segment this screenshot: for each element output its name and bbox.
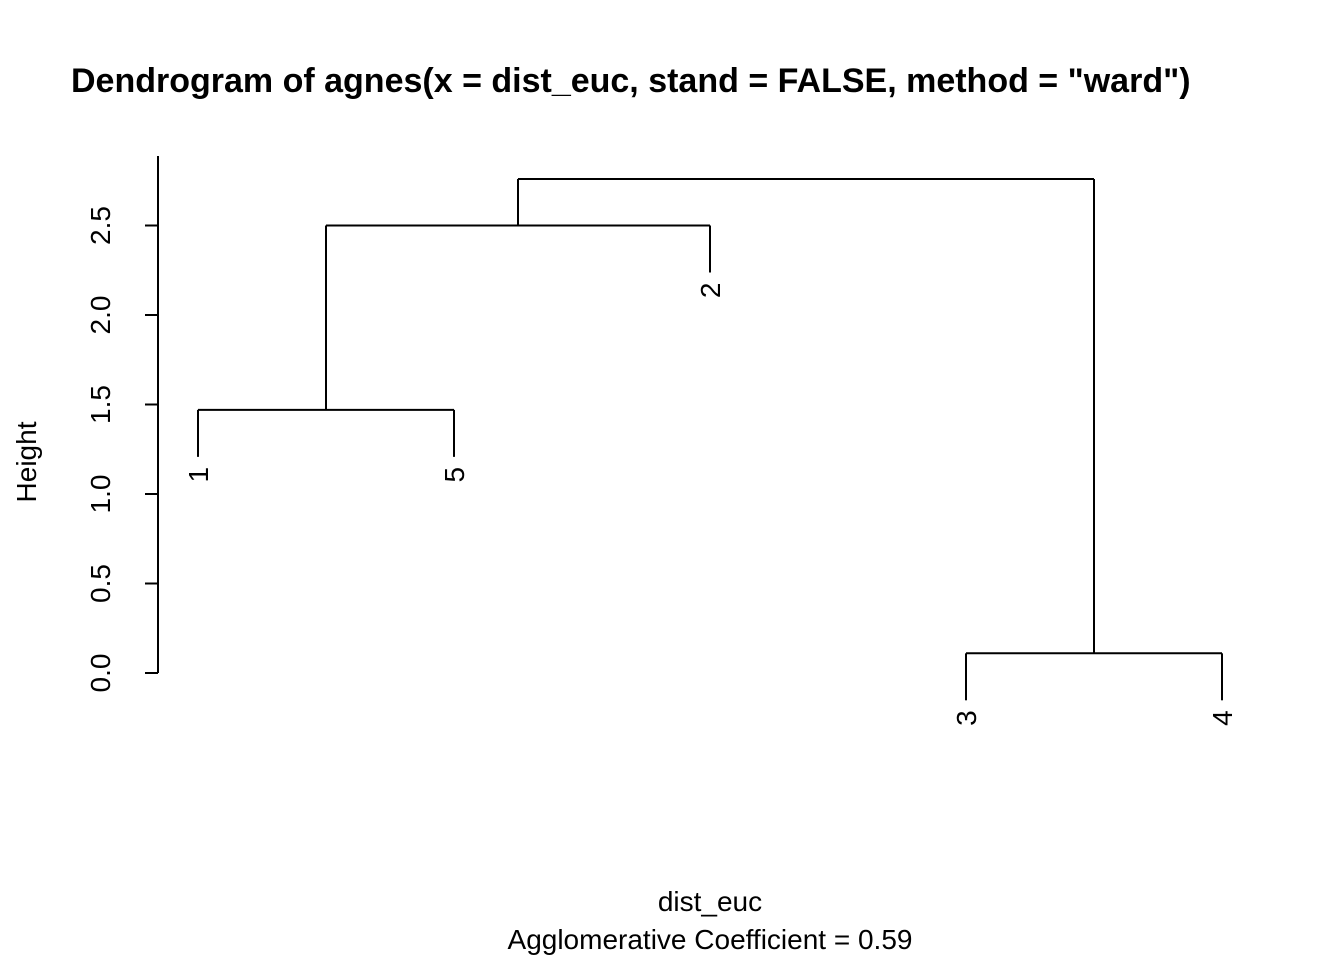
y-axis-ticks: 0.0 0.5 1.0 1.5 2.0 2.5: [85, 206, 158, 692]
agglomerative-coefficient: Agglomerative Coefficient = 0.59: [508, 924, 913, 955]
y-tick-label: 1.0: [85, 475, 116, 514]
leaf-label: 3: [951, 710, 982, 726]
leaf-labels: 1 5 2 3 4: [183, 283, 1238, 726]
x-axis-label: dist_euc: [658, 886, 762, 917]
y-tick-label: 0.0: [85, 654, 116, 693]
chart-title: Dendrogram of agnes(x = dist_euc, stand …: [71, 62, 1191, 100]
y-axis-label: Height: [11, 421, 42, 502]
dendrogram-tree: [197, 177, 1223, 701]
y-tick-label: 1.5: [85, 385, 116, 424]
leaf-label: 5: [439, 467, 470, 483]
y-tick-label: 2.0: [85, 296, 116, 335]
leaf-label: 4: [1207, 710, 1238, 726]
leaf-label: 1: [183, 467, 214, 483]
y-tick-label: 2.5: [85, 206, 116, 245]
y-tick-label: 0.5: [85, 564, 116, 603]
leaf-label: 2: [695, 283, 726, 299]
